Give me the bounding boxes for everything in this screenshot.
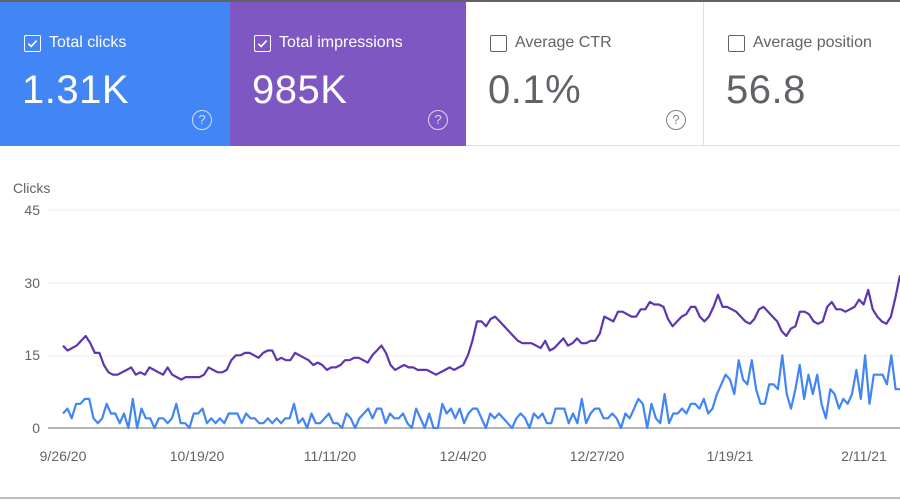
help-icon[interactable]: ? [192, 110, 212, 130]
metric-label-text: Total clicks [49, 34, 127, 51]
metric-value: 1.31K [22, 68, 130, 112]
y-tick-30: 30 [24, 275, 40, 291]
x-tick: 1/19/21 [706, 448, 754, 464]
x-tick: 12/4/20 [439, 448, 487, 464]
metric-value: 0.1% [488, 68, 582, 112]
help-icon[interactable]: ? [666, 110, 686, 130]
cards-divider [466, 145, 900, 146]
metric-label: Total clicks [24, 34, 126, 52]
clicks-line [62, 354, 900, 430]
metric-label-text: Total impressions [279, 34, 403, 51]
bottom-border [0, 497, 900, 499]
metric-label-text: Average CTR [515, 34, 612, 51]
impressions-line [62, 275, 900, 381]
metric-label-text: Average position [753, 34, 872, 51]
metric-card-total-impressions[interactable]: Total impressions 985K ? [230, 2, 466, 146]
x-tick: 9/26/20 [39, 448, 87, 464]
metric-value: 985K [252, 68, 348, 112]
performance-chart: Clicks 45 30 15 0 9/26/20 10/19/20 11/11… [0, 146, 900, 500]
x-tick: 11/11/20 [303, 448, 357, 464]
metric-label: Average position [728, 34, 872, 52]
checkbox-unchecked-icon[interactable] [490, 34, 507, 52]
metric-card-total-clicks[interactable]: Total clicks 1.31K ? [0, 2, 230, 146]
metric-label: Total impressions [254, 34, 403, 52]
y-tick-0: 0 [32, 420, 40, 436]
x-tick: 2/11/21 [841, 448, 887, 464]
checkbox-checked-icon[interactable] [254, 34, 271, 52]
x-tick: 10/19/20 [169, 448, 225, 464]
help-icon[interactable]: ? [428, 110, 448, 130]
gridlines [48, 209, 900, 429]
checkbox-checked-icon[interactable] [24, 34, 41, 52]
metric-label: Average CTR [490, 34, 612, 52]
x-tick: 12/27/20 [569, 448, 625, 464]
y-axis-label: Clicks [13, 180, 51, 196]
metric-card-average-ctr[interactable]: Average CTR 0.1% ? [466, 2, 704, 146]
top-border [0, 0, 900, 2]
metric-cards: Total clicks 1.31K ? Total impressions 9… [0, 2, 900, 146]
metric-value: 56.8 [726, 68, 806, 112]
y-tick-15: 15 [24, 347, 40, 363]
metric-card-average-position[interactable]: Average position 56.8 [704, 2, 900, 146]
checkbox-unchecked-icon[interactable] [728, 34, 745, 52]
chart-plot-area[interactable] [0, 146, 900, 500]
y-tick-45: 45 [24, 202, 40, 218]
